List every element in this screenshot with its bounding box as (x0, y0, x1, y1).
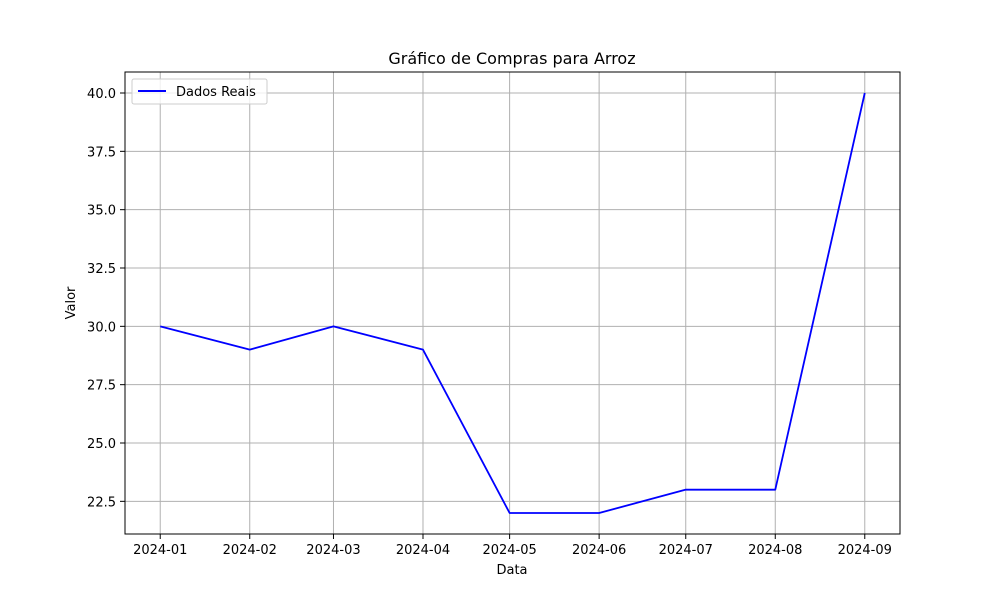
data-point (422, 349, 424, 351)
x-tick-label: 2024-06 (572, 543, 626, 558)
y-tick-label: 35.0 (87, 204, 116, 219)
data-point (332, 325, 334, 327)
y-tick-label: 22.5 (87, 495, 116, 510)
grid (125, 72, 900, 534)
plot-frame (124, 71, 901, 535)
y-tick-label: 32.5 (87, 262, 116, 277)
legend-entry-dados-reais: Dados Reais (176, 85, 256, 100)
y-tick-label: 30.0 (87, 320, 116, 335)
x-tick-label: 2024-07 (659, 543, 713, 558)
y-axis-ticks: 22.5 25.0 27.5 30.0 32.5 35.0 37.5 40.0 (87, 87, 125, 510)
x-tick-label: 2024-03 (306, 543, 360, 558)
x-tick-label: 2024-01 (133, 543, 187, 558)
x-tick-label: 2024-09 (838, 543, 892, 558)
x-tick-label: 2024-02 (223, 543, 277, 558)
x-axis-ticks: 2024-01 2024-02 2024-03 2024-04 2024-05 2024-… (133, 534, 892, 558)
data-point (159, 325, 161, 327)
x-tick-label: 2024-05 (482, 543, 536, 558)
y-axis-label: Valor (64, 286, 79, 319)
y-tick-label: 27.5 (87, 379, 116, 394)
y-tick-label: 25.0 (87, 437, 116, 452)
data-point (685, 489, 687, 491)
series-layer (159, 92, 866, 514)
data-point (598, 512, 600, 514)
series-line-dados-reais (160, 92, 866, 514)
y-tick-label: 40.0 (87, 87, 116, 102)
y-tick-label: 37.5 (87, 145, 116, 160)
data-point (249, 349, 251, 351)
legend: Dados Reais (131, 78, 268, 105)
data-point (864, 92, 866, 94)
chart-title: Gráfico de Compras para Arroz (388, 49, 635, 68)
data-point (774, 489, 776, 491)
x-axis-label: Data (496, 563, 527, 578)
x-tick-label: 2024-04 (396, 543, 450, 558)
x-tick-label: 2024-08 (748, 543, 802, 558)
data-point (509, 512, 511, 514)
legend-box (131, 78, 268, 105)
